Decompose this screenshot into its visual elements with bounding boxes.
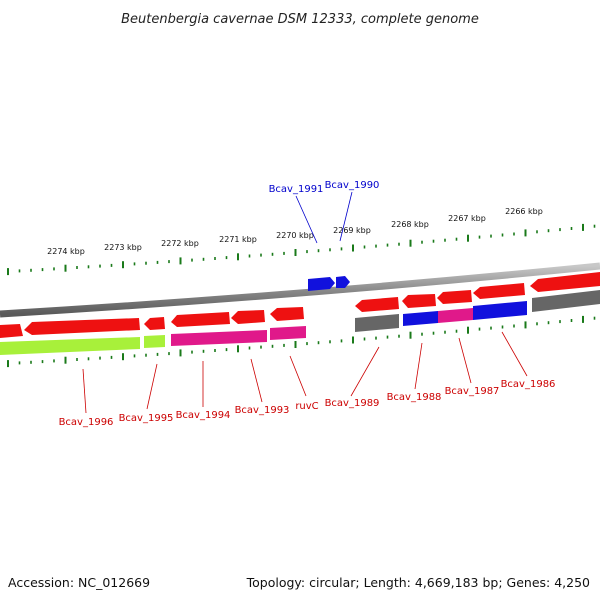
gene-label-bcav-1996[interactable]: Bcav_1996	[59, 417, 114, 428]
leader-line	[289, 355, 307, 397]
leader-line	[146, 363, 158, 410]
gene-labels: Bcav_1991 Bcav_1990 Bcav_1996 Bcav_1995 …	[59, 180, 556, 428]
leader-line	[82, 368, 87, 414]
gene-bcav-1994-arrow[interactable]	[171, 312, 230, 327]
gene-label-bcav-1989[interactable]: Bcav_1989	[325, 398, 380, 409]
ruler-label-2268: 2268 kbp	[391, 220, 429, 229]
ruler-labels: 2274 kbp 2273 kbp 2272 kbp 2271 kbp 2270…	[47, 207, 543, 256]
leader-line	[339, 191, 353, 242]
gene-bcav-1986-arrow[interactable]	[473, 283, 525, 299]
gene-bcav-1996-arrow[interactable]	[24, 318, 140, 335]
gene-label-bcav-1990[interactable]: Bcav_1990	[325, 180, 380, 191]
gene-ruvc-arrow[interactable]	[270, 307, 304, 321]
gene-track-lower	[0, 290, 600, 355]
category-box	[171, 330, 267, 346]
accession-text: Accession: NC_012669	[8, 575, 150, 590]
category-box	[144, 335, 165, 348]
ruler-label-2270: 2270 kbp	[276, 231, 314, 240]
category-box	[438, 308, 473, 323]
category-box	[270, 326, 306, 340]
gene-label-bcav-1991[interactable]: Bcav_1991	[269, 184, 324, 195]
gene-bcav-1993-arrow[interactable]	[231, 310, 265, 324]
genome-summary-text: Topology: circular; Length: 4,669,183 bp…	[246, 575, 590, 590]
gene-arrow[interactable]	[530, 272, 600, 292]
genome-backbone	[0, 262, 600, 318]
leader-line	[350, 346, 380, 397]
ruler-label-2267: 2267 kbp	[448, 214, 486, 223]
ruler-label-2274: 2274 kbp	[47, 247, 85, 256]
gene-bcav-1991-arrow[interactable]	[308, 277, 335, 291]
gene-track-upper	[0, 272, 600, 338]
ruler-ticks-lower	[7, 315, 596, 368]
gene-label-bcav-1988[interactable]: Bcav_1988	[387, 392, 442, 403]
category-box	[532, 290, 600, 312]
category-box	[355, 314, 399, 332]
ruler-label-2271: 2271 kbp	[219, 235, 257, 244]
category-box	[473, 301, 527, 320]
leader-line	[295, 195, 318, 244]
ruler-label-2272: 2272 kbp	[161, 239, 199, 248]
leader-line	[458, 337, 472, 384]
gene-label-ruvc[interactable]: ruvC	[295, 401, 318, 412]
leader-line	[250, 358, 263, 403]
ruler-ticks-upper	[7, 223, 596, 276]
leader-line	[501, 331, 528, 377]
ruler-label-2273: 2273 kbp	[104, 243, 142, 252]
gene-bcav-1995-arrow[interactable]	[144, 317, 165, 330]
gene-label-bcav-1987[interactable]: Bcav_1987	[445, 386, 500, 397]
gene-bcav-1988-arrow[interactable]	[402, 294, 436, 308]
category-box	[403, 311, 438, 326]
gene-label-bcav-1993[interactable]: Bcav_1993	[235, 405, 290, 416]
gene-label-bcav-1986[interactable]: Bcav_1986	[501, 379, 556, 390]
ruler-label-2269: 2269 kbp	[333, 226, 371, 235]
gene-bcav-1989-arrow[interactable]	[355, 297, 399, 312]
ruler-label-2266: 2266 kbp	[505, 207, 543, 216]
leader-line	[414, 342, 423, 390]
map-title: Beutenbergia cavernae DSM 12333, complet…	[121, 12, 479, 27]
gene-bcav-1990-arrow[interactable]	[336, 276, 350, 288]
label-leaders	[82, 191, 528, 414]
gene-arrow[interactable]	[0, 324, 23, 338]
gene-bcav-1987-arrow[interactable]	[437, 290, 472, 304]
category-box	[0, 337, 140, 355]
gene-label-bcav-1995[interactable]: Bcav_1995	[119, 413, 174, 424]
gene-label-bcav-1994[interactable]: Bcav_1994	[176, 410, 231, 421]
